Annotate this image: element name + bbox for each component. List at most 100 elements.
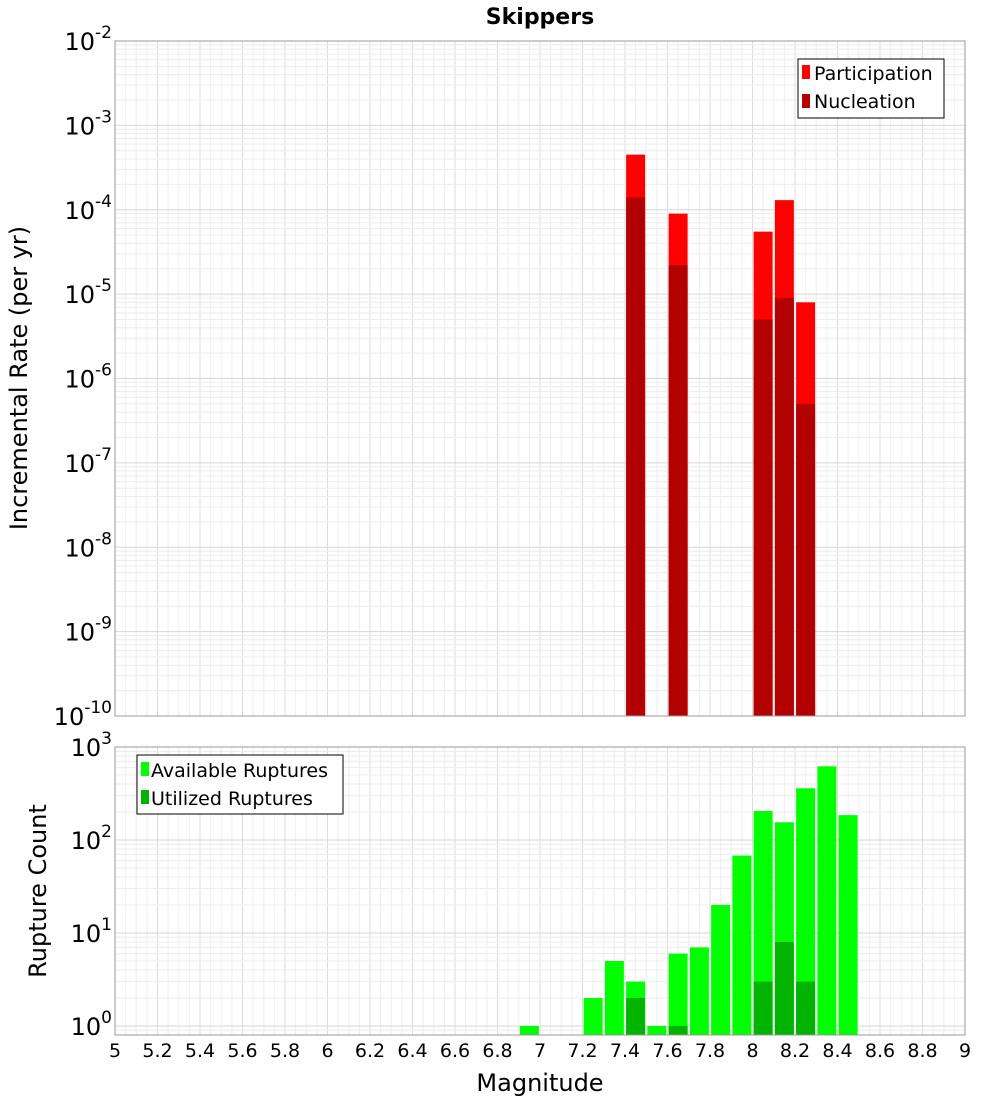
x-tick-label: 8 bbox=[746, 1040, 758, 1062]
count-y-tick-exponent: 2 bbox=[101, 822, 112, 842]
rate-y-tick-label: 10-10 bbox=[54, 698, 112, 731]
rate-y-tick-label: 10-5 bbox=[65, 276, 113, 309]
available-ruptures-bar bbox=[668, 953, 688, 1035]
rate-y-tick-base: 10 bbox=[54, 703, 85, 731]
x-tick-label: 5.2 bbox=[142, 1040, 172, 1062]
count-plot-frame bbox=[114, 746, 966, 1036]
available-ruptures-bar bbox=[647, 1025, 667, 1035]
rate-y-tick-label: 10-8 bbox=[65, 529, 113, 562]
utilized-ruptures-bar bbox=[774, 942, 794, 1035]
rate-y-tick-base: 10 bbox=[65, 366, 96, 394]
available-ruptures-bar bbox=[583, 997, 603, 1035]
available-ruptures-bar bbox=[711, 904, 731, 1035]
rate-gridlines bbox=[114, 40, 966, 717]
rate-y-tick-base: 10 bbox=[65, 28, 96, 56]
rate-y-tick-base: 10 bbox=[65, 619, 96, 647]
count-y-tick-label: 100 bbox=[71, 1008, 112, 1041]
rate-y-tick-exponent: -7 bbox=[95, 445, 112, 465]
utilized-legend-swatch bbox=[141, 790, 149, 804]
rate-y-tick-exponent: -4 bbox=[95, 192, 112, 212]
count-y-tick-exponent: 0 bbox=[101, 1008, 112, 1028]
x-tick-label: 7 bbox=[534, 1040, 546, 1062]
utilized-legend-label: Utilized Ruptures bbox=[151, 788, 313, 810]
count-legend: Available Ruptures Utilized Ruptures bbox=[136, 754, 344, 815]
chart-title: Skippers bbox=[486, 5, 594, 30]
rate-y-tick-exponent: -3 bbox=[95, 107, 112, 127]
x-tick-label: 8.8 bbox=[907, 1040, 937, 1062]
x-tick-label: 5 bbox=[109, 1040, 121, 1062]
rate-y-tick-exponent: -8 bbox=[95, 529, 112, 549]
rate-bars bbox=[626, 154, 816, 717]
rate-y-tick-base: 10 bbox=[65, 534, 96, 562]
x-tick-label: 8.2 bbox=[780, 1040, 810, 1062]
rate-y-tick-label: 10-7 bbox=[65, 445, 113, 478]
nucleation-bar bbox=[753, 319, 773, 716]
rate-plot-frame bbox=[114, 40, 966, 717]
x-tick-label: 9 bbox=[959, 1040, 971, 1062]
count-y-tick-exponent: 1 bbox=[101, 915, 112, 935]
utilized-ruptures-bar bbox=[626, 997, 646, 1035]
nucleation-legend-swatch bbox=[802, 94, 810, 108]
available-legend-swatch bbox=[141, 762, 149, 776]
available-ruptures-bar bbox=[817, 766, 837, 1035]
x-tick-label: 6.4 bbox=[397, 1040, 427, 1062]
magnitude-x-ticks: 5 5.2 5.4 5.6 5.8 6 6.2 6.4 6.6 6.8 7 7.2 7.4 7.6 7.8 8… bbox=[109, 1040, 971, 1062]
available-ruptures-bar bbox=[604, 960, 624, 1035]
rate-y-tick-label: 10-9 bbox=[65, 614, 113, 647]
rate-y-tick-label: 10-2 bbox=[65, 23, 113, 56]
available-ruptures-bar bbox=[838, 815, 858, 1035]
rate-legend-box bbox=[797, 58, 945, 119]
count-y-axis-label: Rupture Count bbox=[24, 804, 52, 978]
rate-y-tick-exponent: -5 bbox=[95, 276, 112, 296]
participation-legend-label: Participation bbox=[814, 63, 933, 85]
x-tick-label: 8.6 bbox=[865, 1040, 895, 1062]
count-y-tick-exponent: 3 bbox=[101, 729, 112, 749]
rate-y-tick-label: 10-4 bbox=[65, 192, 113, 225]
rate-y-tick-label: 10-6 bbox=[65, 361, 113, 394]
x-tick-label: 7.2 bbox=[567, 1040, 597, 1062]
x-tick-label: 7.6 bbox=[652, 1040, 682, 1062]
count-y-tick-label: 103 bbox=[71, 729, 112, 762]
count-y-tick-base: 10 bbox=[71, 827, 102, 855]
rate-y-tick-base: 10 bbox=[65, 281, 96, 309]
rate-y-tick-base: 10 bbox=[65, 450, 96, 478]
x-tick-label: 6 bbox=[321, 1040, 333, 1062]
x-tick-label: 7.4 bbox=[610, 1040, 640, 1062]
utilized-ruptures-bar bbox=[668, 1025, 688, 1035]
rate-y-tick-exponent: -6 bbox=[95, 361, 112, 381]
available-ruptures-bar bbox=[689, 947, 709, 1035]
available-ruptures-bar bbox=[732, 855, 752, 1035]
count-y-tick-base: 10 bbox=[71, 920, 102, 948]
nucleation-bar bbox=[626, 197, 646, 717]
x-tick-label: 6.2 bbox=[355, 1040, 385, 1062]
rate-y-tick-label: 10-3 bbox=[65, 107, 113, 140]
x-tick-label: 6.8 bbox=[482, 1040, 512, 1062]
rate-legend: Participation Nucleation bbox=[797, 58, 945, 119]
rate-y-tick-exponent: -9 bbox=[95, 614, 112, 634]
utilized-ruptures-bar bbox=[796, 981, 816, 1035]
x-tick-label: 6.6 bbox=[440, 1040, 470, 1062]
rate-y-tick-base: 10 bbox=[65, 197, 96, 225]
count-bars bbox=[519, 766, 858, 1035]
utilized-ruptures-bar bbox=[753, 981, 773, 1035]
x-axis-label: Magnitude bbox=[476, 1069, 603, 1097]
count-y-tick-base: 10 bbox=[71, 734, 102, 762]
participation-legend-swatch bbox=[802, 65, 810, 79]
count-y-tick-label: 102 bbox=[71, 822, 112, 855]
available-ruptures-bar bbox=[753, 811, 773, 1035]
count-legend-box bbox=[136, 754, 344, 815]
nucleation-bar bbox=[796, 403, 816, 716]
rate-y-tick-exponent: -10 bbox=[84, 698, 112, 718]
x-tick-label: 5.4 bbox=[185, 1040, 215, 1062]
count-y-tick-base: 10 bbox=[71, 1013, 102, 1041]
rate-y-tick-base: 10 bbox=[65, 112, 96, 140]
nucleation-legend-label: Nucleation bbox=[814, 91, 916, 113]
x-tick-label: 5.6 bbox=[227, 1040, 257, 1062]
nucleation-bar bbox=[774, 297, 794, 716]
x-tick-label: 5.8 bbox=[270, 1040, 300, 1062]
